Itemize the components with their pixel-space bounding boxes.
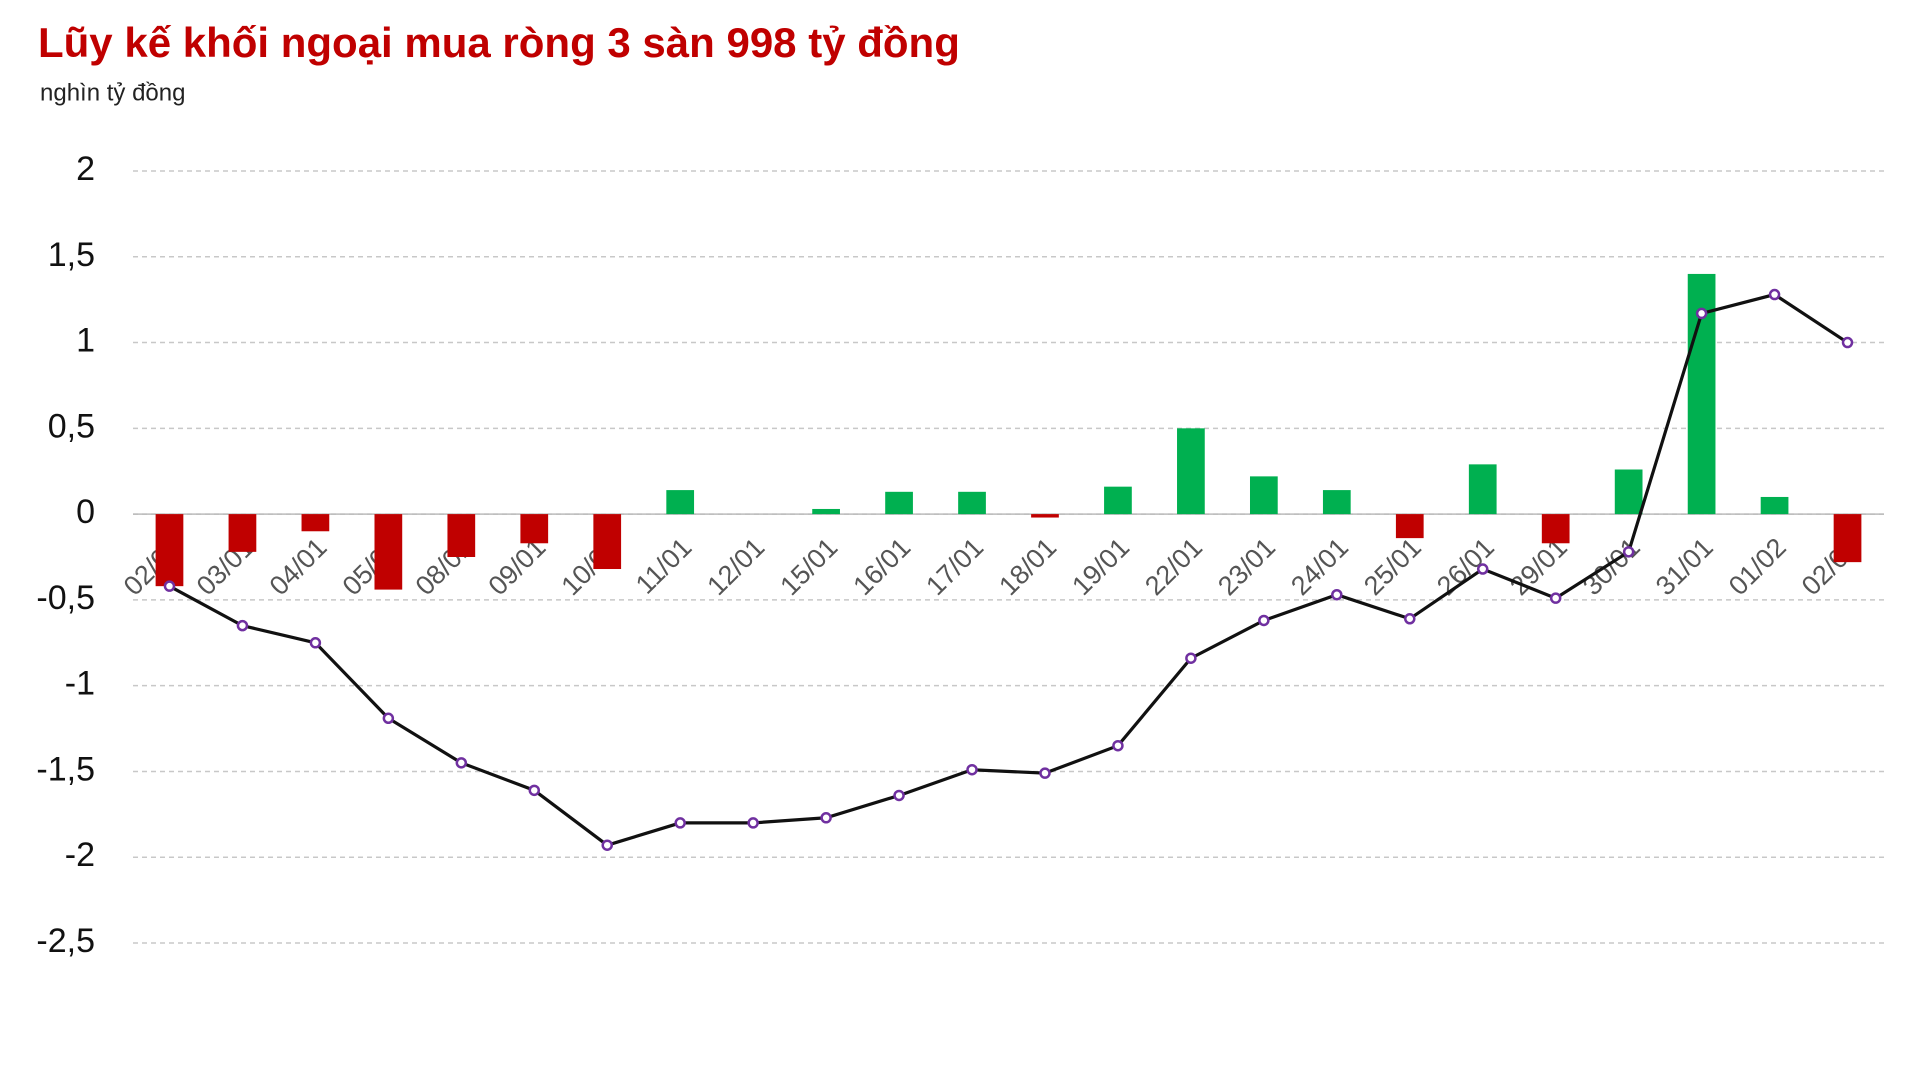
bar [1760,496,1789,515]
y-tick-label: 0 [76,493,95,531]
bar [1031,514,1059,518]
line-marker [1695,307,1708,320]
y-tick-label: 2 [76,150,95,188]
bar [1833,514,1862,563]
x-tick-label: 04/01 [264,532,333,601]
line-marker [601,839,613,851]
x-tick-label: 31/01 [1650,532,1719,601]
bar [1177,428,1205,515]
bar [1104,486,1132,515]
bar [520,514,549,544]
y-tick-label: -2,5 [36,922,95,960]
y-tick-label: 1,5 [48,236,95,274]
bar [1614,469,1643,515]
x-tick-label: 11/01 [630,532,698,600]
line-marker [1476,563,1489,575]
bar [593,514,622,570]
line-marker [1768,288,1781,301]
y-tick-label: 0,5 [48,407,95,445]
bar [447,514,476,557]
bar [885,491,913,515]
x-tick-label: 01/02 [1723,532,1792,601]
bar [1395,514,1424,539]
bar [666,490,695,515]
line-marker [1331,588,1343,601]
x-tick-label: 17/01 [920,532,989,601]
line-marker [1404,613,1416,625]
line-marker [674,817,686,829]
bar [1468,464,1497,515]
y-tick-label: -1,5 [36,750,95,788]
bar [1322,490,1351,515]
line-marker [1258,614,1270,627]
x-tick-label: 24/01 [1285,532,1354,601]
line-marker [309,637,322,649]
x-tick-label: 30/01 [1577,532,1646,601]
x-tick-label: 22/01 [1139,532,1208,601]
bar [155,514,184,587]
line-marker [820,812,832,824]
x-tick-label: 26/01 [1431,532,1500,601]
line-marker [1549,592,1562,604]
line-marker [1112,739,1124,752]
bar [1541,514,1570,544]
line-marker [893,789,905,802]
x-tick-label: 16/01 [847,532,916,601]
x-tick-label: 12/01 [701,532,770,601]
x-tick-label: 19/01 [1066,532,1135,601]
chart-subtitle: nghìn tỷ đồng [40,79,185,106]
line-marker [455,757,468,769]
chart-title: Lũy kế khối ngoại mua ròng 3 sàn 998 tỷ … [38,19,960,66]
line-marker [966,763,978,776]
line-marker [1841,336,1854,349]
bar [958,491,986,515]
x-tick-label: 25/01 [1358,532,1427,601]
x-tick-label: 18/01 [993,532,1062,601]
bar [812,508,840,515]
x-tick-label: 23/01 [1212,532,1281,601]
bar [1249,476,1278,515]
line-marker [747,817,759,829]
line-marker [163,580,176,592]
y-tick-label: -1 [65,665,95,703]
line-marker [528,784,541,797]
y-tick-label: -0,5 [36,579,95,617]
line-marker [1039,767,1051,779]
y-tick-label: 1 [76,322,95,360]
y-tick-label: -2 [65,836,95,874]
bar [301,514,330,532]
line-marker [382,712,395,725]
line [168,292,1849,847]
line-marker [1185,652,1197,664]
bar [228,514,257,552]
line-marker [1622,546,1635,558]
bar [374,514,403,590]
line-marker [236,619,249,632]
x-tick-label: 15/01 [774,532,843,601]
